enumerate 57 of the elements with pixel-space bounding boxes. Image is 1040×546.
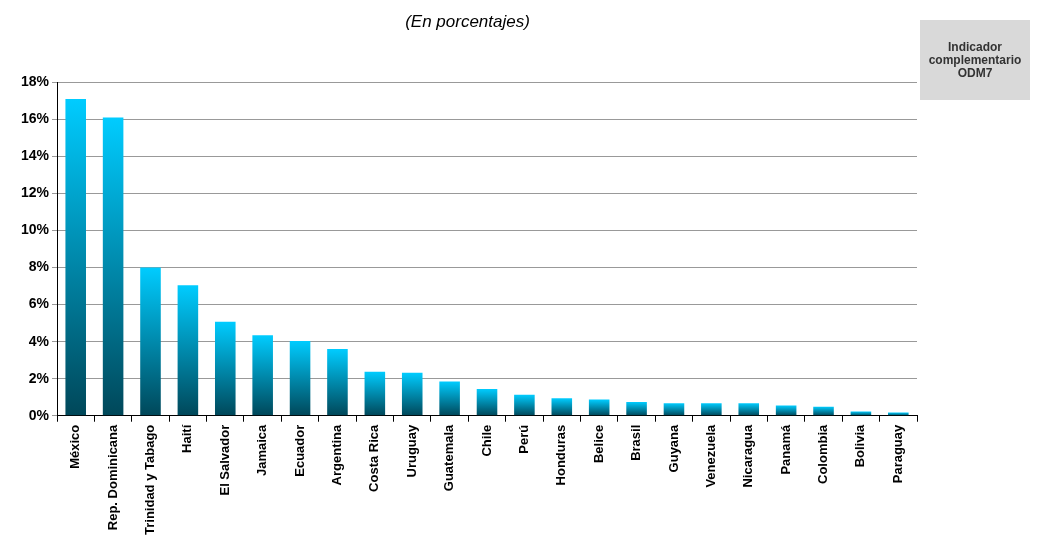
text: Indicador complementario ODM7 <box>920 20 1030 100</box>
bar <box>738 403 760 416</box>
y-tick-label: 18% <box>20 73 50 90</box>
bar <box>140 267 161 416</box>
x-tick-label: Brasil <box>628 424 644 461</box>
x-tick-label: Guatemala <box>441 423 457 492</box>
y-tick-label: 6% <box>28 295 50 312</box>
x-tick-label: Colombia <box>815 423 831 484</box>
x-tick-label: Bolivia <box>852 423 868 468</box>
y-tick-label: 8% <box>28 258 50 275</box>
x-tick-label: Trinidad y Tabago <box>142 424 158 536</box>
bar <box>701 403 722 416</box>
bar <box>102 117 124 416</box>
bar <box>177 285 199 416</box>
y-tick-label: 4% <box>28 332 50 349</box>
bar <box>813 406 834 416</box>
y-tick-label: 12% <box>20 184 50 201</box>
bar <box>289 340 311 416</box>
bar <box>215 321 236 416</box>
x-tick-label: Nicaragua <box>740 423 756 488</box>
x-tick-label: Ecuador <box>291 424 307 477</box>
y-tick-label: 0% <box>28 406 50 423</box>
bar <box>663 403 685 416</box>
x-tick-label: Chile <box>478 424 494 457</box>
bar <box>588 399 610 416</box>
bar <box>401 372 423 416</box>
x-tick-label: Uruguay <box>403 423 419 478</box>
y-tick-label: 14% <box>20 147 50 164</box>
y-tick-label: 2% <box>28 369 50 386</box>
bar <box>364 371 386 416</box>
x-tick-label: Venezuela <box>702 423 718 488</box>
bar <box>850 411 872 416</box>
bar <box>775 405 797 416</box>
x-tick-label: Belice <box>590 424 606 464</box>
bar <box>65 99 86 416</box>
bar <box>551 398 573 416</box>
x-tick-label: Rep. Dominicana <box>104 423 120 531</box>
x-tick-label: Guyana <box>665 423 681 473</box>
x-tick-label: Haití <box>179 424 195 453</box>
x-tick-label: Paraguay <box>889 423 905 484</box>
x-tick-label: Argentina <box>329 423 345 486</box>
x-tick-label: El Salvador <box>216 424 232 496</box>
y-tick-label: 16% <box>20 110 50 127</box>
x-tick-label: Panamá <box>777 423 793 475</box>
x-tick-label: Perú <box>515 424 531 454</box>
bar <box>439 381 460 416</box>
bar <box>626 402 647 416</box>
bar <box>252 335 273 416</box>
chart-subtitle: (En porcentajes) <box>405 11 530 31</box>
x-tick-label: Jamaica <box>254 423 270 477</box>
bar <box>327 349 348 416</box>
bar <box>476 388 498 416</box>
y-tick-label: 10% <box>20 221 50 238</box>
x-tick-label: Honduras <box>553 424 569 486</box>
bar <box>514 394 535 416</box>
x-tick-label: México <box>67 424 83 469</box>
x-tick-label: Costa Rica <box>366 423 382 492</box>
